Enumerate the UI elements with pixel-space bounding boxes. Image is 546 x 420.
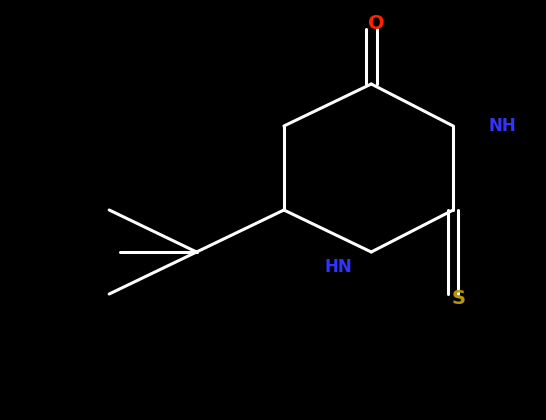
Text: O: O: [369, 13, 385, 33]
Text: S: S: [452, 289, 466, 308]
Text: HN: HN: [325, 258, 352, 276]
Text: NH: NH: [489, 117, 517, 135]
